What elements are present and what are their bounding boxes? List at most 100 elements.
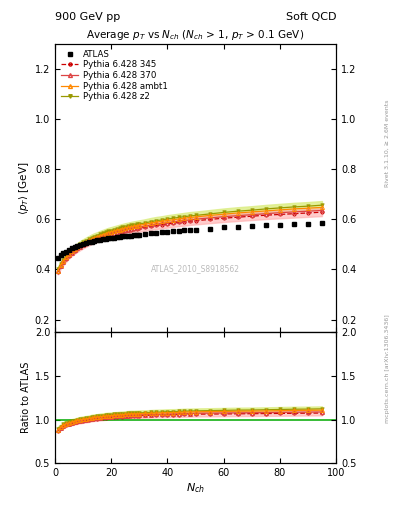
ATLAS bbox=[112, 234, 116, 241]
Pythia 6.428 z2 bbox=[148, 219, 153, 225]
Pythia 6.428 ambt1 bbox=[95, 233, 99, 240]
Pythia 6.428 345 bbox=[95, 236, 99, 242]
Pythia 6.428 z2 bbox=[126, 223, 130, 229]
Pythia 6.428 370 bbox=[92, 236, 97, 242]
Pythia 6.428 370 bbox=[277, 209, 282, 216]
Pythia 6.428 z2 bbox=[70, 247, 74, 253]
Pythia 6.428 370 bbox=[187, 217, 192, 223]
Pythia 6.428 370 bbox=[165, 220, 170, 226]
Text: 900 GeV pp: 900 GeV pp bbox=[55, 11, 120, 22]
Pythia 6.428 345 bbox=[101, 233, 105, 240]
Pythia 6.428 z2 bbox=[176, 215, 181, 221]
Pythia 6.428 ambt1 bbox=[126, 224, 130, 230]
Text: Rivet 3.1.10, ≥ 2.6M events: Rivet 3.1.10, ≥ 2.6M events bbox=[385, 100, 389, 187]
ATLAS bbox=[78, 242, 83, 248]
Pythia 6.428 z2 bbox=[92, 233, 97, 240]
ATLAS bbox=[154, 229, 158, 236]
ATLAS bbox=[129, 232, 133, 239]
Pythia 6.428 z2 bbox=[143, 220, 147, 226]
X-axis label: $N_{ch}$: $N_{ch}$ bbox=[186, 481, 205, 495]
ATLAS bbox=[103, 236, 108, 242]
Pythia 6.428 ambt1 bbox=[154, 219, 158, 225]
ATLAS bbox=[165, 228, 170, 234]
Pythia 6.428 ambt1 bbox=[137, 222, 142, 228]
Pythia 6.428 z2 bbox=[117, 225, 122, 231]
ATLAS bbox=[207, 225, 212, 231]
Pythia 6.428 ambt1 bbox=[123, 225, 128, 231]
Pythia 6.428 345 bbox=[55, 269, 60, 275]
Pythia 6.428 z2 bbox=[81, 239, 86, 245]
Pythia 6.428 ambt1 bbox=[320, 204, 324, 210]
Legend: ATLAS, Pythia 6.428 345, Pythia 6.428 370, Pythia 6.428 ambt1, Pythia 6.428 z2: ATLAS, Pythia 6.428 345, Pythia 6.428 37… bbox=[59, 48, 169, 103]
Pythia 6.428 345 bbox=[134, 226, 139, 232]
Pythia 6.428 ambt1 bbox=[64, 254, 69, 260]
ATLAS bbox=[263, 222, 268, 228]
Pythia 6.428 z2 bbox=[165, 216, 170, 222]
Line: Pythia 6.428 ambt1: Pythia 6.428 ambt1 bbox=[56, 205, 324, 272]
Pythia 6.428 370 bbox=[120, 227, 125, 233]
Pythia 6.428 z2 bbox=[235, 208, 240, 214]
Pythia 6.428 345 bbox=[221, 215, 226, 221]
Line: Pythia 6.428 345: Pythia 6.428 345 bbox=[56, 210, 323, 273]
ATLAS bbox=[160, 229, 164, 235]
ATLAS bbox=[148, 230, 153, 236]
Pythia 6.428 370 bbox=[263, 210, 268, 217]
Pythia 6.428 370 bbox=[89, 238, 94, 244]
Pythia 6.428 370 bbox=[171, 219, 175, 225]
Pythia 6.428 345 bbox=[176, 220, 181, 226]
Y-axis label: $\langle p_T \rangle$ [GeV]: $\langle p_T \rangle$ [GeV] bbox=[17, 161, 31, 215]
Pythia 6.428 370 bbox=[129, 226, 133, 232]
ATLAS bbox=[117, 233, 122, 240]
Pythia 6.428 345 bbox=[306, 210, 310, 216]
Pythia 6.428 z2 bbox=[137, 221, 142, 227]
Pythia 6.428 345 bbox=[131, 226, 136, 232]
ATLAS bbox=[106, 235, 111, 241]
Pythia 6.428 z2 bbox=[221, 209, 226, 216]
Pythia 6.428 370 bbox=[292, 209, 296, 215]
ATLAS bbox=[176, 227, 181, 233]
ATLAS bbox=[86, 239, 91, 245]
ATLAS bbox=[97, 237, 102, 243]
Pythia 6.428 370 bbox=[176, 218, 181, 224]
ATLAS bbox=[143, 231, 147, 237]
Pythia 6.428 370 bbox=[75, 245, 80, 251]
Pythia 6.428 z2 bbox=[58, 261, 63, 267]
Pythia 6.428 345 bbox=[154, 222, 158, 228]
Pythia 6.428 370 bbox=[95, 235, 99, 241]
ATLAS bbox=[235, 224, 240, 230]
Pythia 6.428 z2 bbox=[154, 218, 158, 224]
Pythia 6.428 z2 bbox=[55, 266, 60, 272]
Pythia 6.428 ambt1 bbox=[86, 237, 91, 243]
Pythia 6.428 345 bbox=[143, 224, 147, 230]
Pythia 6.428 345 bbox=[126, 227, 130, 233]
Pythia 6.428 z2 bbox=[101, 230, 105, 237]
Pythia 6.428 345 bbox=[250, 213, 254, 219]
Pythia 6.428 ambt1 bbox=[72, 246, 77, 252]
Pythia 6.428 370 bbox=[72, 247, 77, 253]
Pythia 6.428 370 bbox=[182, 218, 187, 224]
Pythia 6.428 z2 bbox=[123, 224, 128, 230]
Pythia 6.428 345 bbox=[109, 231, 114, 238]
Y-axis label: Ratio to ATLAS: Ratio to ATLAS bbox=[20, 362, 31, 434]
Pythia 6.428 ambt1 bbox=[176, 216, 181, 222]
Pythia 6.428 ambt1 bbox=[250, 209, 254, 215]
Pythia 6.428 ambt1 bbox=[120, 226, 125, 232]
ATLAS bbox=[95, 237, 99, 243]
Pythia 6.428 370 bbox=[134, 225, 139, 231]
Pythia 6.428 z2 bbox=[89, 234, 94, 241]
Pythia 6.428 345 bbox=[75, 246, 80, 252]
ATLAS bbox=[131, 232, 136, 238]
Pythia 6.428 345 bbox=[92, 237, 97, 243]
Text: ATLAS_2010_S8918562: ATLAS_2010_S8918562 bbox=[151, 264, 240, 273]
Pythia 6.428 345 bbox=[165, 221, 170, 227]
Pythia 6.428 370 bbox=[58, 263, 63, 269]
ATLAS bbox=[84, 240, 88, 246]
Pythia 6.428 370 bbox=[78, 244, 83, 250]
Pythia 6.428 370 bbox=[160, 220, 164, 226]
Line: Pythia 6.428 z2: Pythia 6.428 z2 bbox=[56, 203, 324, 271]
ATLAS bbox=[92, 238, 97, 244]
ATLAS bbox=[64, 249, 69, 255]
Pythia 6.428 345 bbox=[103, 233, 108, 239]
Pythia 6.428 345 bbox=[187, 218, 192, 224]
ATLAS bbox=[126, 233, 130, 239]
